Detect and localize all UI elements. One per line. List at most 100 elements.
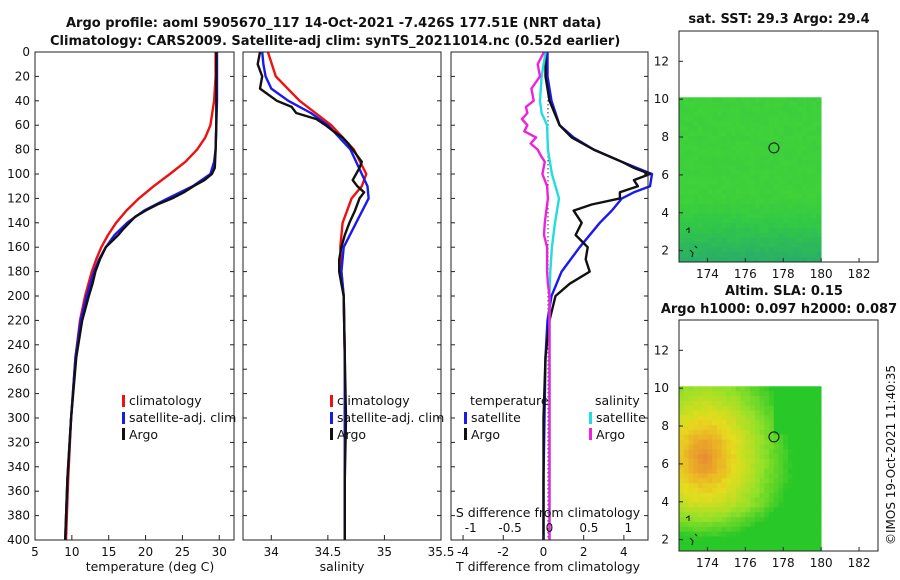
- map-cell: [679, 126, 685, 132]
- map-cell: [735, 429, 741, 436]
- map-cell: [811, 169, 817, 176]
- map-cell: [745, 429, 751, 436]
- map-cell: [702, 116, 708, 122]
- map-cell: [726, 502, 732, 508]
- map-cell: [726, 111, 732, 118]
- map-cell: [759, 213, 765, 219]
- map-cell: [688, 391, 694, 397]
- map-cell: [816, 429, 822, 436]
- map-cell: [754, 405, 760, 411]
- x-tick-label: 34: [264, 545, 279, 559]
- map-cell: [679, 444, 685, 450]
- map-cell: [806, 189, 813, 195]
- map-cell: [750, 121, 756, 127]
- map-cell: [806, 145, 813, 151]
- map-cell: [816, 386, 822, 392]
- map-cell: [778, 405, 784, 411]
- map-cell: [716, 458, 723, 465]
- map-cell: [731, 252, 737, 258]
- map-cell: [731, 179, 737, 185]
- map-cell: [731, 136, 737, 142]
- map-cell: [750, 184, 756, 190]
- map-cell: [792, 478, 798, 484]
- map-cell: [759, 415, 765, 421]
- map-cell: [764, 497, 770, 503]
- map-cell: [773, 458, 779, 465]
- map-cell: [726, 160, 732, 166]
- x-tick-label: 35: [377, 545, 392, 559]
- legend-swatch-argo: [122, 428, 125, 440]
- map-cell: [769, 395, 775, 402]
- map-cell: [787, 237, 794, 244]
- map-cell: [731, 131, 737, 137]
- map-cell: [787, 194, 794, 200]
- map-cell: [764, 131, 770, 137]
- map-cell: [806, 116, 813, 122]
- map-cell: [754, 223, 760, 229]
- map-cell: [811, 155, 817, 161]
- map-cell: [811, 483, 817, 489]
- map-cell: [745, 155, 751, 161]
- map-cell: [792, 395, 798, 402]
- map-cell: [740, 488, 746, 494]
- map-cell: [759, 237, 765, 244]
- map-cell: [688, 400, 694, 407]
- map-cell: [731, 150, 737, 156]
- map-cell: [735, 425, 741, 431]
- map-cell: [759, 97, 765, 103]
- map-cell: [811, 546, 817, 552]
- map-cell: [802, 473, 808, 479]
- map-cell: [697, 488, 704, 494]
- map-cell: [688, 174, 694, 181]
- map-cell: [721, 429, 727, 436]
- map-cell: [792, 189, 798, 195]
- depth-tick-label: 220: [7, 313, 30, 327]
- map-cell: [712, 521, 718, 528]
- map-cell: [731, 502, 737, 508]
- map-cell: [806, 400, 813, 407]
- map-cell: [806, 179, 813, 185]
- map-cell: [783, 106, 789, 113]
- map-cell: [769, 449, 775, 455]
- depth-tick-label: 40: [15, 94, 30, 108]
- map-cell: [679, 497, 685, 503]
- map-cell: [716, 131, 723, 137]
- map-cell: [740, 531, 746, 537]
- map-cell: [750, 478, 756, 484]
- map-cell: [716, 126, 723, 132]
- map-cell: [764, 415, 770, 421]
- map-cell: [721, 257, 727, 263]
- map-cell: [721, 434, 727, 440]
- map-cell: [759, 449, 765, 455]
- map-cell: [811, 492, 817, 499]
- map-cell: [697, 526, 704, 533]
- map-cell: [726, 257, 732, 263]
- difference-legend-salinity: salinity satellite Argo: [589, 393, 646, 442]
- map-cell: [797, 184, 803, 190]
- map-cell: [745, 97, 751, 103]
- map-cell: [697, 242, 704, 248]
- legend-swatch-satellite: [122, 412, 125, 424]
- map-cell: [697, 194, 704, 200]
- map-cell: [759, 208, 765, 214]
- map-cell: [707, 536, 713, 542]
- map-cell: [787, 497, 794, 503]
- map-cell: [726, 228, 732, 234]
- map-cell: [697, 405, 704, 411]
- map-cell: [745, 478, 751, 484]
- map-cell: [683, 169, 689, 176]
- map-cell: [764, 478, 770, 484]
- map-cell: [750, 232, 756, 239]
- map-cell: [693, 203, 699, 210]
- map-cell: [679, 116, 685, 122]
- map-cell: [787, 203, 794, 210]
- map-cell: [816, 458, 822, 465]
- map-cell: [787, 526, 794, 533]
- map-cell: [811, 473, 817, 479]
- map-cell: [707, 517, 713, 523]
- map-cell: [702, 468, 708, 474]
- map-cell: [688, 199, 694, 205]
- map-cell: [769, 439, 775, 445]
- map-cell: [735, 252, 741, 258]
- map-cell: [745, 126, 751, 132]
